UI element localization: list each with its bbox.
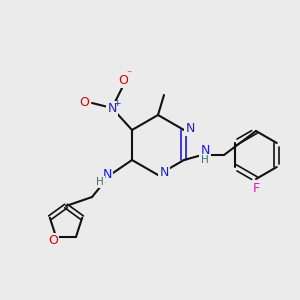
Text: +: + xyxy=(113,98,121,107)
Text: O: O xyxy=(48,234,58,247)
Text: N: N xyxy=(200,145,210,158)
Text: N: N xyxy=(159,167,169,179)
Text: ⁻: ⁻ xyxy=(127,69,132,79)
Text: H: H xyxy=(96,177,104,187)
Text: H: H xyxy=(201,155,209,165)
Text: N: N xyxy=(107,101,117,115)
Text: N: N xyxy=(185,122,195,134)
Text: O: O xyxy=(79,97,89,110)
Text: O: O xyxy=(118,74,128,86)
Text: F: F xyxy=(252,182,260,196)
Text: N: N xyxy=(102,167,112,181)
